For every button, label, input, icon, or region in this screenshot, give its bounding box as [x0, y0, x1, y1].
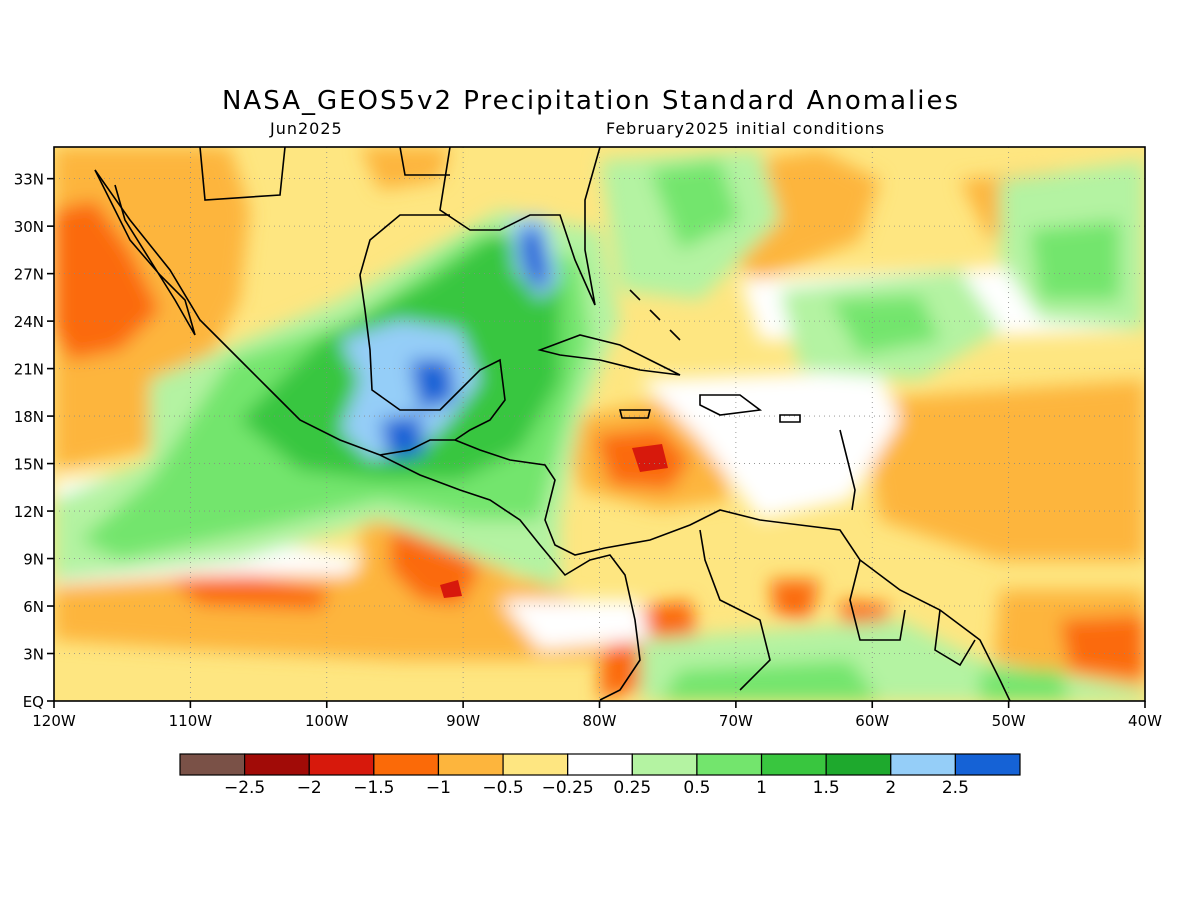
lat-tick-label: 6N — [23, 598, 44, 616]
colorbar-swatch — [179, 753, 246, 776]
lat-tick-label: 21N — [14, 361, 44, 379]
anomaly-field — [54, 147, 1145, 701]
lat-tick-label: 27N — [14, 266, 44, 284]
colorbar-label: −1.5 — [353, 778, 394, 798]
colorbar-swatch — [244, 753, 310, 776]
colorbar-swatch — [954, 753, 1021, 776]
coastlines — [94, 147, 1011, 701]
map-title: NASA_GEOS5v2 Precipitation Standard Anom… — [221, 86, 961, 116]
colorbar-label: −2.5 — [224, 778, 265, 798]
lon-tick-label: 120W — [32, 712, 76, 730]
colorbar-swatch — [437, 753, 504, 776]
lat-tick-label: 3N — [23, 646, 44, 664]
forecast-month: Jun2025 — [270, 119, 343, 138]
gridlines — [54, 147, 1145, 701]
colorbar-swatch — [825, 753, 892, 776]
colorbar-swatch — [696, 753, 763, 776]
colorbar-label: −0.25 — [542, 778, 594, 798]
colorbar-label: −1 — [426, 778, 451, 798]
lat-tick-label: 15N — [14, 456, 44, 474]
lat-tick-label: EQ — [23, 693, 44, 711]
colorbar-label: 1.5 — [813, 778, 840, 798]
colorbar-label: −2 — [297, 778, 322, 798]
colorbar-label: 0.25 — [613, 778, 651, 798]
lon-tick-label: 80W — [583, 712, 617, 730]
colorbar-label: 2.5 — [942, 778, 969, 798]
colorbar: −2.5 −2 −1.5 −1 −0.5 −0.25 0.25 0.5 1 1.5 2 2.5 — [179, 753, 1021, 798]
colorbar-label: 0.5 — [683, 778, 710, 798]
colorbar-swatch — [308, 753, 375, 776]
colorbar-swatch — [631, 753, 698, 776]
lat-tick-label: 12N — [14, 503, 44, 521]
lon-tick-label: 60W — [855, 712, 889, 730]
colorbar-label: 1 — [756, 778, 767, 798]
colorbar-swatch — [760, 753, 827, 776]
lat-tick-label: 33N — [14, 171, 44, 189]
latitude-axis: EQ 3N 6N 9N 12N 15N 18N 21N 24N 27N 30N 33N — [14, 171, 54, 711]
lon-tick-label: 40W — [1128, 712, 1162, 730]
colorbar-label: 2 — [885, 778, 896, 798]
lat-tick-label: 9N — [23, 551, 44, 569]
lon-tick-label: 50W — [992, 712, 1026, 730]
colorbar-swatch — [502, 753, 569, 776]
lon-tick-label: 90W — [446, 712, 480, 730]
lon-tick-label: 100W — [305, 712, 349, 730]
longitude-axis: 120W 110W 100W 90W 80W 70W 60W 50W 40W — [32, 701, 1162, 730]
lon-tick-label: 110W — [169, 712, 213, 730]
initial-conditions: February2025 initial conditions — [606, 119, 886, 138]
lat-tick-label: 24N — [14, 313, 44, 331]
colorbar-swatch — [567, 753, 633, 776]
lat-tick-label: 18N — [14, 408, 44, 426]
lat-tick-label: 30N — [14, 218, 44, 236]
colorbar-label: −0.5 — [482, 778, 523, 798]
colorbar-swatch — [890, 753, 956, 776]
colorbar-swatch — [373, 753, 440, 776]
lon-tick-label: 70W — [719, 712, 753, 730]
